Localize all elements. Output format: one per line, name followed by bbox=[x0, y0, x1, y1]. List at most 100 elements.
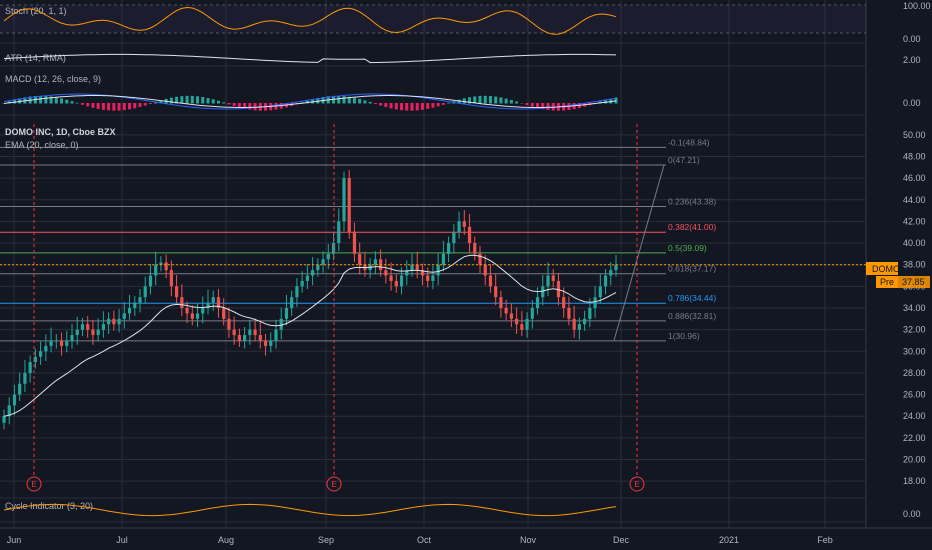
candle-body bbox=[211, 297, 215, 303]
candle-body bbox=[86, 324, 90, 330]
candle-body bbox=[462, 221, 466, 227]
y-tick-label: 30.00 bbox=[903, 346, 926, 356]
macd-bar bbox=[216, 100, 220, 104]
candle-body bbox=[216, 297, 221, 308]
macd-bar bbox=[80, 103, 84, 105]
macd-bar bbox=[546, 103, 550, 110]
earnings-marker bbox=[629, 476, 645, 492]
macd-bar bbox=[342, 96, 346, 104]
pre-tag bbox=[876, 276, 898, 288]
macd-bar bbox=[211, 99, 215, 104]
macd-bar bbox=[420, 103, 424, 110]
candle-body bbox=[175, 286, 179, 298]
macd-bar bbox=[180, 96, 184, 104]
y-tick-label: 38.00 bbox=[903, 260, 926, 270]
macd-bar bbox=[525, 103, 529, 106]
candle-body bbox=[337, 221, 341, 244]
fib-level-label: 0.786(34.44) bbox=[668, 293, 716, 303]
macd-bar bbox=[222, 102, 226, 104]
macd-bar bbox=[243, 103, 247, 109]
candle-body bbox=[483, 264, 487, 276]
macd-bar bbox=[237, 103, 241, 108]
y-tick-label: 34.00 bbox=[903, 303, 926, 313]
candle-body bbox=[373, 259, 377, 265]
candle-body bbox=[75, 329, 79, 336]
macd-bar bbox=[488, 96, 492, 104]
y-tick-label: 32.00 bbox=[903, 325, 926, 335]
y-tick-label: 22.00 bbox=[903, 433, 926, 443]
candle-body bbox=[614, 264, 618, 271]
macd-bar bbox=[363, 100, 367, 104]
fib-level-label: -0.1(48.84) bbox=[668, 137, 710, 147]
candle-body bbox=[509, 313, 513, 319]
candle-body bbox=[384, 270, 388, 276]
candle-body bbox=[488, 275, 493, 287]
pre-value-text: 37.85 bbox=[902, 277, 925, 287]
macd-bar bbox=[494, 96, 498, 104]
candle-body bbox=[311, 270, 315, 276]
y-tick-label: 40.00 bbox=[903, 238, 926, 248]
candle-body bbox=[358, 253, 362, 265]
candle-body bbox=[426, 275, 430, 281]
macd-bar bbox=[358, 98, 362, 104]
fib-level-label: 0.886(32.81) bbox=[668, 311, 716, 321]
candle-body bbox=[70, 335, 74, 341]
macd-bar bbox=[509, 99, 513, 104]
macd-bar bbox=[201, 97, 205, 104]
candle-body bbox=[274, 329, 278, 341]
x-tick-label: Sep bbox=[318, 535, 334, 545]
x-tick-label: Aug bbox=[218, 535, 234, 545]
candle-body bbox=[39, 351, 43, 357]
candle-body bbox=[420, 270, 425, 276]
macd-bar bbox=[143, 103, 147, 106]
macd-bar bbox=[337, 95, 341, 104]
candle-body bbox=[525, 318, 529, 330]
candle-body bbox=[347, 178, 351, 233]
macd-bar bbox=[117, 103, 121, 111]
macd-label: MACD (12, 26, close, 9) bbox=[5, 74, 101, 84]
candle-body bbox=[583, 318, 587, 325]
candle-body bbox=[389, 275, 393, 281]
macd-bar bbox=[133, 103, 137, 109]
stoch-label: Stoch (20, 1, 1) bbox=[5, 6, 67, 16]
y-tick-label: 18.00 bbox=[903, 476, 926, 486]
cycle-axis: 0.00 bbox=[903, 509, 921, 519]
candle-body bbox=[28, 362, 32, 373]
candle-body bbox=[541, 286, 545, 298]
macd-bar bbox=[468, 97, 472, 104]
macd-bar bbox=[515, 101, 519, 104]
macd-bar bbox=[431, 103, 435, 108]
cycle-line bbox=[3, 503, 617, 517]
fib-level-label: 0.618(37.17) bbox=[668, 264, 716, 274]
macd-bar bbox=[530, 103, 534, 107]
cycle-label: Cycle Indicator (3, 20) bbox=[5, 501, 93, 511]
candle-body bbox=[80, 324, 85, 330]
x-tick-label: Nov bbox=[520, 535, 537, 545]
macd-bar bbox=[441, 103, 445, 105]
macd-bar bbox=[415, 103, 419, 111]
macd-bar bbox=[473, 96, 477, 104]
y-tick-label: 42.00 bbox=[903, 216, 926, 226]
macd-bar bbox=[60, 98, 64, 104]
fib-level-label: 0.5(39.09) bbox=[668, 243, 707, 253]
candle-body bbox=[441, 253, 445, 265]
candle-body bbox=[494, 286, 498, 298]
candle-body bbox=[415, 264, 419, 271]
candle-body bbox=[23, 372, 27, 384]
atr-pane: ATR (14, RMA) 2.00 bbox=[3, 53, 921, 65]
y-tick-label: 20.00 bbox=[903, 455, 926, 465]
macd-bar bbox=[65, 99, 69, 104]
candle-body bbox=[352, 232, 357, 254]
candle-body bbox=[232, 329, 236, 336]
candle-body bbox=[326, 253, 330, 260]
macd-bar bbox=[410, 103, 414, 111]
macd-bar bbox=[457, 99, 461, 104]
candle-body bbox=[457, 221, 461, 233]
candle-body bbox=[603, 275, 608, 287]
fib-level-label: 0(47.21) bbox=[668, 155, 700, 165]
x-tick-label: Jun bbox=[7, 535, 22, 545]
candle-body bbox=[33, 356, 37, 363]
y-tick-label: 44.00 bbox=[903, 195, 926, 205]
candle-body bbox=[467, 226, 472, 244]
candle-body bbox=[530, 308, 534, 319]
